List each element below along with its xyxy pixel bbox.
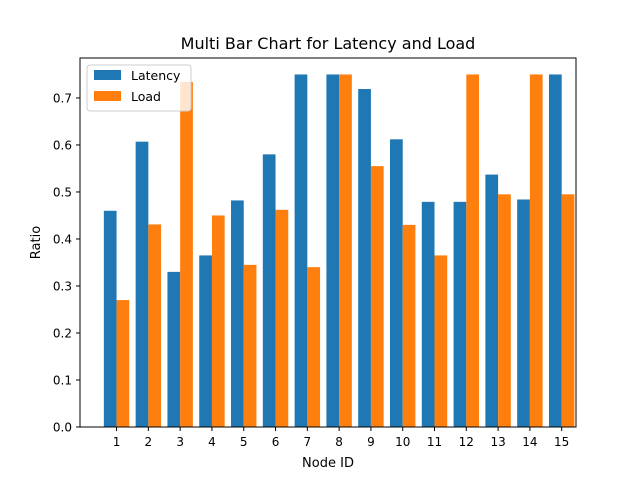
- legend-swatch-latency: [94, 70, 121, 80]
- y-tick-label: 0.6: [53, 138, 72, 152]
- bar-load-4: [211, 215, 225, 427]
- x-tick-label: 13: [490, 435, 505, 449]
- x-axis: 1 2 3 4 5 6 7 8 9 10 11 12 13 14 15: [113, 427, 569, 449]
- bar-latency-3: [167, 271, 181, 427]
- bar-latency-10: [390, 139, 403, 427]
- legend-label-latency: Latency: [131, 68, 181, 83]
- bar-load-9: [370, 166, 384, 427]
- bar-latency-2: [135, 141, 149, 428]
- bar-load-14: [529, 74, 543, 427]
- x-tick-label: 5: [240, 435, 248, 449]
- bar-load-10: [402, 224, 416, 427]
- legend: Latency Load: [86, 64, 192, 112]
- bar-load-12: [466, 74, 480, 427]
- bar-load-8: [339, 74, 352, 427]
- bar-latency-5: [231, 200, 244, 427]
- bar-load-6: [275, 209, 289, 427]
- x-tick-label: 3: [176, 435, 184, 449]
- bar-load-13: [498, 194, 511, 427]
- bar-latency-4: [199, 255, 212, 427]
- x-tick-label: 14: [522, 435, 537, 449]
- bar-load-1: [116, 300, 130, 427]
- bar-latency-6: [262, 154, 276, 428]
- x-tick-label: 12: [459, 435, 474, 449]
- x-tick-label: 15: [554, 435, 569, 449]
- bars: [103, 74, 575, 428]
- y-tick-label: 0.2: [53, 326, 72, 340]
- bar-latency-13: [485, 174, 499, 427]
- x-axis-label: Node ID: [302, 456, 354, 471]
- bar-latency-9: [358, 89, 371, 427]
- x-tick-label: 2: [145, 435, 153, 449]
- bar-latency-15: [548, 74, 562, 427]
- bar-latency-1: [103, 210, 117, 427]
- y-axis-label: Ratio: [29, 226, 44, 259]
- y-tick-label: 0.1: [53, 373, 72, 387]
- y-tick-label: 0.5: [53, 185, 72, 199]
- bar-latency-7: [294, 74, 308, 427]
- x-tick-label: 7: [304, 435, 312, 449]
- x-tick-label: 10: [395, 435, 410, 449]
- legend-swatch-load: [94, 91, 121, 101]
- x-tick-label: 8: [335, 435, 343, 449]
- y-tick-label: 0.4: [53, 232, 72, 246]
- x-tick-label: 9: [367, 435, 375, 449]
- bar-load-7: [307, 267, 321, 427]
- bar-load-11: [434, 255, 448, 427]
- bar-latency-14: [517, 199, 530, 427]
- chart-title: Multi Bar Chart for Latency and Load: [181, 34, 476, 53]
- x-tick-label: 4: [208, 435, 216, 449]
- x-tick-label: 11: [427, 435, 442, 449]
- plot-area-frame: [79, 57, 577, 428]
- bar-latency-11: [421, 201, 435, 427]
- y-tick-label: 0.7: [53, 91, 72, 105]
- bar-load-3: [180, 81, 193, 427]
- y-tick-label: 0.3: [53, 279, 72, 293]
- x-tick-label: 1: [113, 435, 121, 449]
- x-tick-label: 6: [272, 435, 280, 449]
- bar-latency-8: [326, 74, 340, 427]
- bar-latency-12: [453, 201, 467, 427]
- y-tick-label: 0.0: [53, 421, 72, 435]
- bar-load-5: [243, 264, 257, 427]
- bar-load-15: [561, 194, 575, 427]
- legend-label-load: Load: [131, 89, 161, 104]
- bar-load-2: [148, 224, 162, 427]
- y-axis: 0.0 0.1 0.2 0.3 0.4 0.5 0.6 0.7: [53, 91, 80, 435]
